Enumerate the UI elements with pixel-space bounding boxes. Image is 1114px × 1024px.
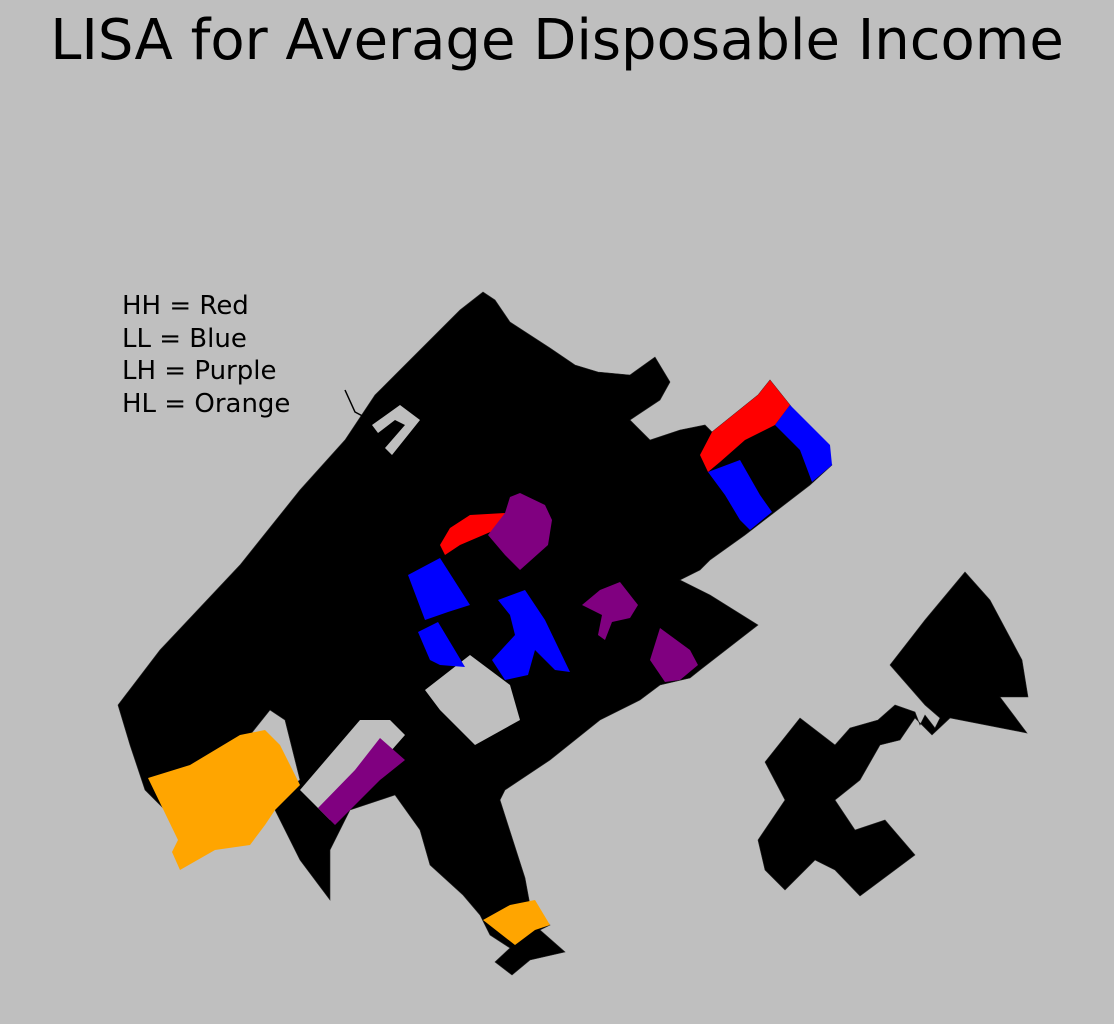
- ll-region: [408, 558, 470, 620]
- region-not-significant: [117, 291, 1029, 976]
- east-cluster: [757, 571, 1029, 897]
- ll-clusters: [408, 405, 832, 680]
- main-city-body: [117, 291, 833, 976]
- hh-region: [700, 380, 790, 472]
- lh-region: [650, 628, 698, 682]
- ll-region: [708, 460, 772, 530]
- interior-hole: [425, 655, 520, 745]
- hh-region: [440, 513, 505, 555]
- hl-clusters: [148, 730, 550, 945]
- hh-clusters: [440, 380, 790, 555]
- harbor-line: [344, 389, 371, 421]
- harbor-pier: [372, 405, 420, 455]
- legend: HH = Red LL = Blue LH = Purple HL = Oran…: [122, 290, 290, 420]
- lh-region: [582, 582, 638, 640]
- ll-region: [775, 405, 832, 482]
- lh-region: [488, 493, 552, 570]
- legend-item-ll: LL = Blue: [122, 323, 247, 354]
- legend-item-lh: LH = Purple: [122, 356, 277, 386]
- ll-region: [418, 622, 465, 667]
- map-title: LISA for Average Disposable Income: [50, 8, 1064, 73]
- legend-item-hh: HH = Red: [122, 291, 249, 321]
- legend-item-hl: HL = Orange: [122, 388, 291, 419]
- lh-region: [318, 738, 405, 825]
- lh-clusters: [318, 493, 698, 825]
- hl-region: [148, 730, 300, 870]
- ll-region: [492, 590, 570, 680]
- hl-region: [483, 900, 550, 945]
